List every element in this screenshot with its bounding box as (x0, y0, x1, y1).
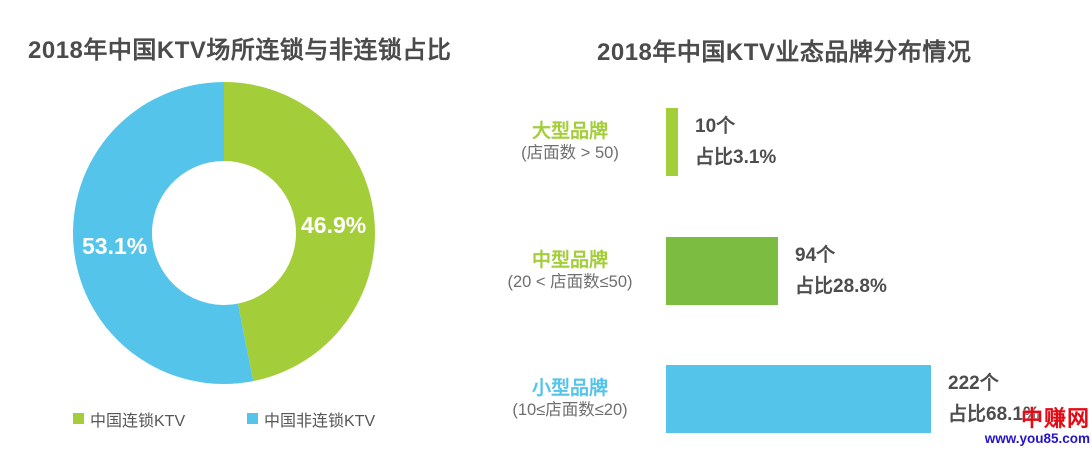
donut-legend: 中国连锁KTV 中国非连锁KTV (0, 406, 480, 432)
bar-small-brands (666, 365, 931, 433)
bar-large-brands (666, 108, 678, 176)
row-label-small-brands: 小型品牌 (531, 378, 608, 399)
watermark-site-url: www.you85.com (984, 431, 1090, 446)
donut-slice-nonchain-ktv (72, 82, 254, 384)
legend-label-nonchain-ktv: 中国非连锁KTV (264, 413, 376, 430)
row-label-block: 中型品牌 (20 < 店面数≤50) (488, 249, 652, 293)
share-label: 占比3.1% (695, 147, 777, 168)
donut-label-nonchain-pct: 53.1% (82, 233, 148, 259)
count-label: 94个 (795, 245, 836, 266)
share-label: 占比28.8% (795, 276, 887, 297)
row-sublabel-medium-brands: (20 < 店面数≤50) (507, 273, 633, 291)
site-watermark: 中赚网 www.you85.com (984, 406, 1090, 447)
share-label: 占比68.1% (948, 404, 1040, 425)
row-sublabel-small-brands: (10≤店面数≤20) (512, 401, 628, 419)
row-label-large-brands: 大型品牌 (531, 121, 608, 142)
bar-row-large-brands: 大型品牌 (店面数 > 50) 10个 占比3.1% (0, 108, 1092, 176)
row-sublabel-large-brands: (店面数 > 50) (521, 144, 619, 162)
row-values-large-brands: 10个 占比3.1% (695, 111, 776, 173)
donut-chart (72, 82, 375, 384)
count-label: 222个 (948, 373, 999, 394)
donut-label-chain-pct: 46.9% (301, 212, 367, 238)
legend-label-chain-ktv: 中国连锁KTV (90, 413, 186, 430)
bar-medium-brands (666, 237, 778, 305)
row-values-medium-brands: 94个 占比28.8% (795, 240, 887, 302)
row-values-small-brands: 222个 占比68.1% (948, 368, 1040, 430)
bar-row-medium-brands: 中型品牌 (20 < 店面数≤50) 94个 占比28.8% (0, 237, 1092, 305)
row-label-medium-brands: 中型品牌 (531, 250, 608, 271)
row-label-block: 大型品牌 (店面数 > 50) (488, 120, 652, 164)
donut-slice-chain-ktv (224, 82, 375, 382)
donut-chart-title: 2018年中国KTV场所连锁与非连锁占比 (28, 37, 452, 64)
row-label-block: 小型品牌 (10≤店面数≤20) (488, 377, 652, 421)
watermark-site-name: 中赚网 (1020, 406, 1090, 431)
legend-swatch-blue (247, 413, 258, 424)
legend-swatch-green (73, 413, 84, 424)
bar-chart-title: 2018年中国KTV业态品牌分布情况 (597, 39, 972, 66)
bar-row-small-brands: 小型品牌 (10≤店面数≤20) 222个 占比68.1% (0, 365, 1092, 433)
count-label: 10个 (695, 116, 736, 137)
